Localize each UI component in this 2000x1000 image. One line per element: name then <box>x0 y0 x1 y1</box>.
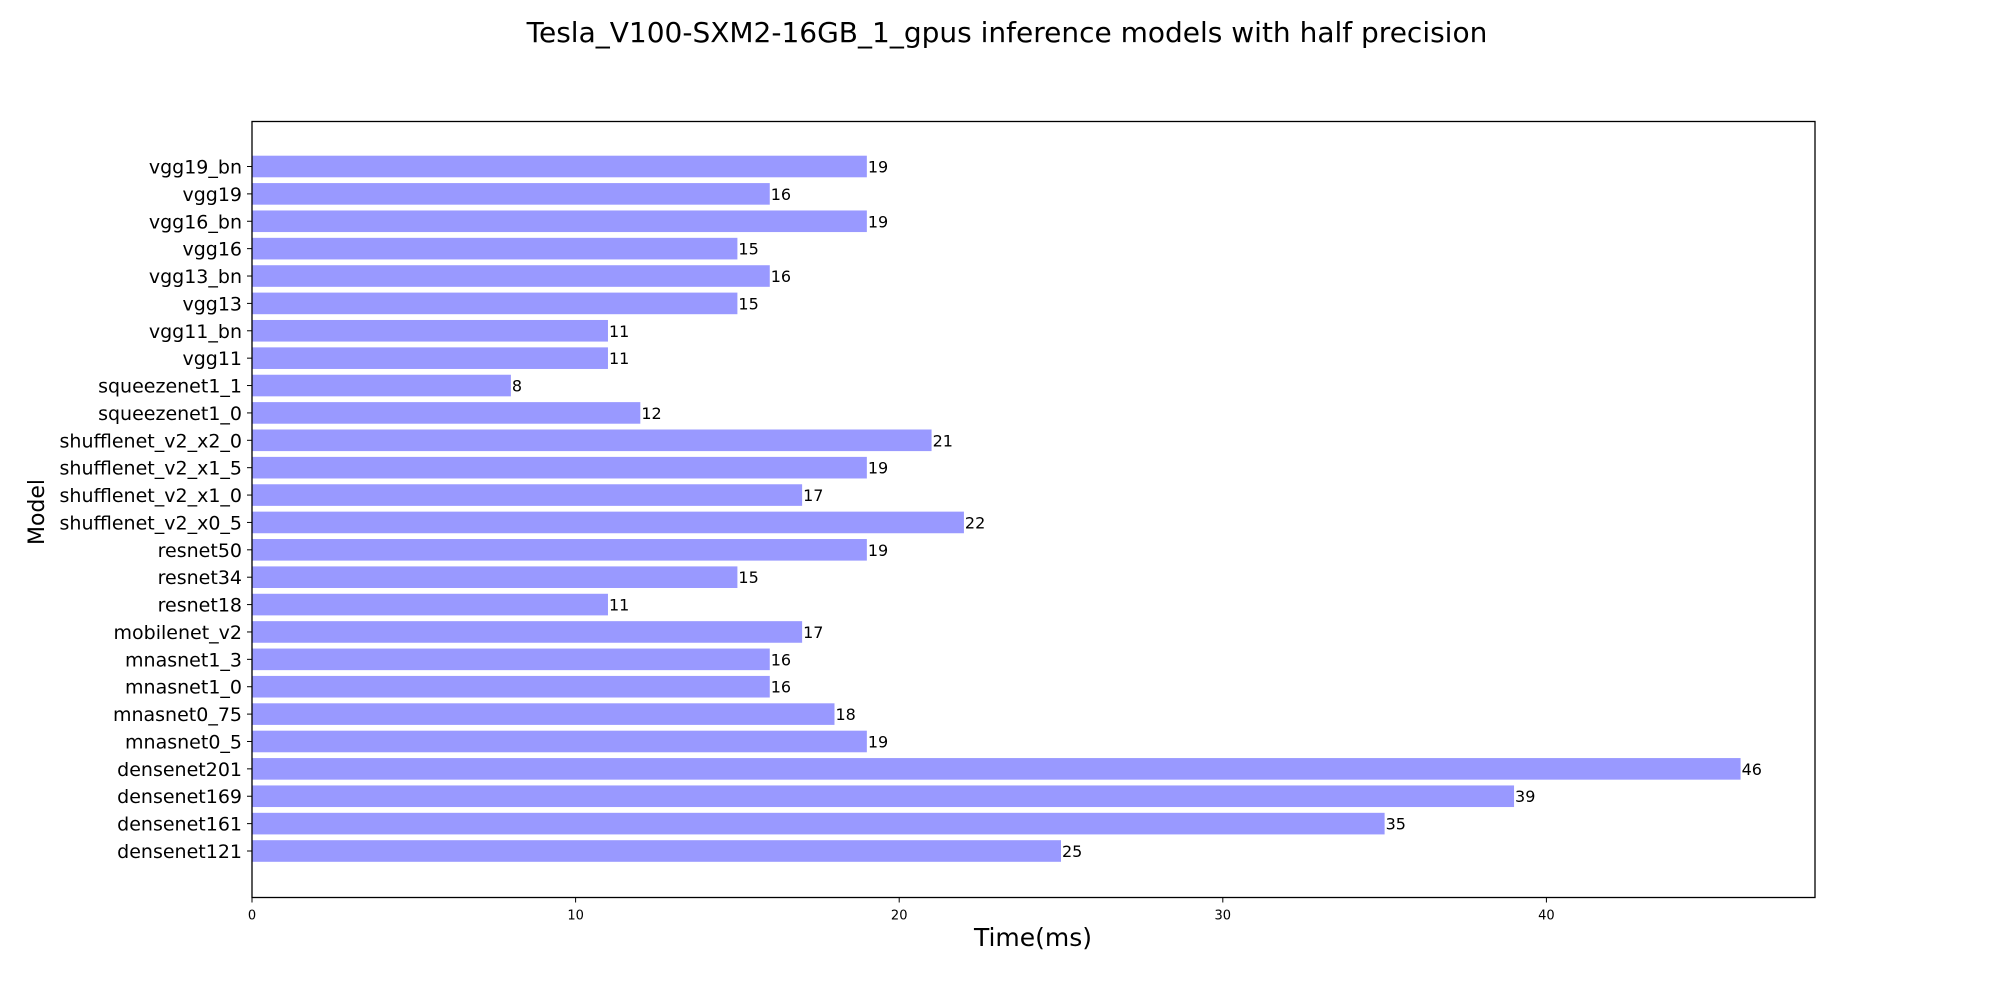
value-label-mnasnet0_75: 18 <box>835 705 855 724</box>
value-label-squeezenet1_0: 12 <box>641 404 661 423</box>
bar-shufflenet_v2_x2_0 <box>252 429 932 452</box>
bar-squeezenet1_0 <box>252 402 641 424</box>
y-tick-label-vgg16_bn: vgg16_bn <box>149 211 242 233</box>
y-tick-label-densenet161: densenet161 <box>117 814 242 836</box>
y-tick-label-squeezenet1_0: squeezenet1_0 <box>98 403 242 425</box>
plot-frame <box>251 120 1816 899</box>
x-tick-label-20: 20 <box>891 909 908 924</box>
x-tick-labels: 0 10 20 30 40 <box>248 897 1555 924</box>
bar-shufflenet_v2_x1_5 <box>252 456 867 479</box>
y-tick-label-densenet201: densenet201 <box>117 759 242 781</box>
value-label-densenet121: 25 <box>1062 842 1082 861</box>
value-label-squeezenet1_1: 8 <box>512 377 522 396</box>
bar-shufflenet_v2_x1_0 <box>252 484 803 506</box>
y-axis-label: Model <box>25 479 50 545</box>
x-tick-label-10: 10 <box>567 909 584 924</box>
y-tick-label-mnasnet0_5: mnasnet0_5 <box>125 731 242 753</box>
bar-vgg16_bn <box>252 210 867 233</box>
y-tick-label-densenet169: densenet169 <box>117 786 242 808</box>
value-label-vgg11: 11 <box>609 349 629 368</box>
value-label-densenet201: 46 <box>1742 760 1762 779</box>
y-tick-label-vgg13: vgg13 <box>182 293 242 315</box>
y-tick-label-vgg11: vgg11 <box>182 348 242 370</box>
value-label-resnet18: 11 <box>609 596 629 615</box>
y-tick-label-vgg16: vgg16 <box>182 239 242 261</box>
bar-vgg16 <box>252 237 738 260</box>
y-tick-label-densenet121: densenet121 <box>117 841 242 863</box>
value-label-shufflenet_v2_x1_5: 19 <box>868 459 888 478</box>
chart-title: Tesla_V100-SXM2-16GB_1_gpus inference mo… <box>526 16 1488 49</box>
bar-vgg13_bn <box>252 265 770 287</box>
value-label-resnet34: 15 <box>738 568 758 587</box>
bar-mnasnet1_0 <box>252 675 770 698</box>
value-label-shufflenet_v2_x1_0: 17 <box>803 486 823 505</box>
value-label-shufflenet_v2_x0_5: 22 <box>965 513 985 532</box>
y-tick-labels: densenet121 densenet161 densenet169 densene… <box>60 157 252 863</box>
bar-densenet161 <box>252 812 1385 835</box>
value-label-vgg16_bn: 19 <box>868 212 888 231</box>
y-tick-label-shufflenet_v2_x0_5: shufflenet_v2_x0_5 <box>60 512 242 534</box>
value-label-mnasnet1_0: 16 <box>771 678 791 697</box>
y-tick-label-resnet50: resnet50 <box>158 540 242 562</box>
value-label-vgg13: 15 <box>738 294 758 313</box>
y-tick-label-shufflenet_v2_x1_5: shufflenet_v2_x1_5 <box>60 458 242 480</box>
y-tick-label-squeezenet1_1: squeezenet1_1 <box>98 376 242 398</box>
bar-mnasnet1_3 <box>252 648 770 671</box>
y-tick-label-mobilenet_v2: mobilenet_v2 <box>114 622 242 644</box>
y-tick-label-shufflenet_v2_x2_0: shufflenet_v2_x2_0 <box>60 430 242 452</box>
x-tick-label-0: 0 <box>248 909 256 924</box>
bar-squeezenet1_1 <box>252 374 511 397</box>
value-label-mnasnet1_3: 16 <box>771 650 791 669</box>
x-axis-label: Time(ms) <box>973 923 1092 952</box>
value-label-densenet169: 39 <box>1515 787 1535 806</box>
y-tick-label-shufflenet_v2_x1_0: shufflenet_v2_x1_0 <box>60 485 242 507</box>
bars-layer: 25 35 39 46 19 18 16 16 17 11 15 19 22 17 19 21 12 8 11 11 1… <box>252 155 1762 862</box>
bar-vgg11 <box>252 347 608 369</box>
bar-vgg19_bn <box>252 155 867 178</box>
bar-densenet201 <box>252 758 1741 780</box>
y-tick-label-vgg11_bn: vgg11_bn <box>149 321 242 343</box>
bar-mobilenet_v2 <box>252 621 803 643</box>
y-tick-label-mnasnet0_75: mnasnet0_75 <box>113 704 242 726</box>
bar-resnet18 <box>252 593 608 616</box>
y-tick-label-vgg19_bn: vgg19_bn <box>149 157 242 179</box>
bar-mnasnet0_75 <box>252 703 835 725</box>
y-tick-label-mnasnet1_0: mnasnet1_0 <box>125 677 242 699</box>
y-tick-label-resnet34: resnet34 <box>158 567 242 589</box>
value-label-shufflenet_v2_x2_0: 21 <box>933 431 953 450</box>
y-tick-label-resnet18: resnet18 <box>158 595 242 617</box>
bar-vgg11_bn <box>252 319 608 342</box>
value-label-resnet50: 19 <box>868 541 888 560</box>
value-label-mobilenet_v2: 17 <box>803 623 823 642</box>
y-tick-label-vgg13_bn: vgg13_bn <box>149 266 242 288</box>
y-tick-label-mnasnet1_3: mnasnet1_3 <box>125 649 242 671</box>
value-label-mnasnet0_5: 19 <box>868 732 888 751</box>
value-label-vgg16: 15 <box>738 240 758 259</box>
bar-shufflenet_v2_x0_5 <box>252 511 964 534</box>
bar-densenet121 <box>252 840 1062 862</box>
value-label-densenet161: 35 <box>1386 815 1406 834</box>
bar-mnasnet0_5 <box>252 730 867 753</box>
x-tick-label-30: 30 <box>1215 909 1232 924</box>
bar-vgg13 <box>252 292 738 315</box>
bar-resnet50 <box>252 539 867 561</box>
y-tick-label-vgg19: vgg19 <box>182 184 242 206</box>
bar-densenet169 <box>252 785 1515 808</box>
value-label-vgg19: 16 <box>771 185 791 204</box>
x-tick-label-40: 40 <box>1538 909 1555 924</box>
bar-resnet34 <box>252 566 738 588</box>
bar-vgg19 <box>252 183 770 205</box>
value-label-vgg19_bn: 19 <box>868 158 888 177</box>
value-label-vgg11_bn: 11 <box>609 322 629 341</box>
value-label-vgg13_bn: 16 <box>771 267 791 286</box>
